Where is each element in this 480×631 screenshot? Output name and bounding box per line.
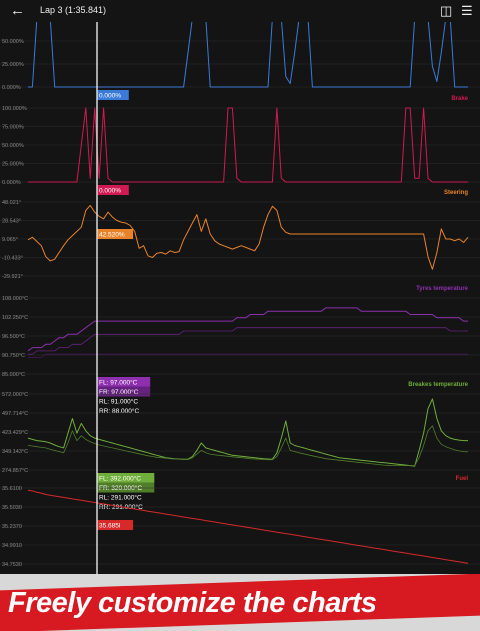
cursor-value-tag [97, 386, 151, 397]
tick-label: 35.2370 [2, 524, 22, 530]
chart-title: Fuel [456, 476, 469, 482]
chart-title: Brake [451, 96, 468, 102]
tick-label: 48.021° [2, 200, 21, 206]
series-line-4-0 [27, 398, 468, 467]
tick-label: 25.000% [2, 62, 24, 68]
series-line-2-0 [27, 204, 469, 270]
tick-label: 572.000°C [2, 392, 28, 398]
cursor-value: FR: 97.000°C [99, 388, 139, 396]
cursor-value: 0.000% [99, 93, 121, 100]
tick-label: 50.000% [2, 39, 24, 45]
car-compare-icon[interactable]: ◫ [440, 3, 453, 18]
cursor-value: FL: 392.000°C [99, 475, 141, 483]
tune-icon[interactable]: ☰ [461, 3, 473, 18]
cursor-value: 0.000% [99, 188, 121, 195]
tick-label: 25.000% [2, 162, 24, 168]
tick-label: 423.429°C [2, 430, 28, 436]
tick-label: -10.433° [2, 256, 23, 262]
cursor-value-tag [97, 482, 155, 493]
app-bar: ← Lap 3 (1:35.841) ◫ ☰ [0, 0, 480, 22]
cursor-value: 42.520% [99, 232, 125, 239]
tick-label: 50.000% [2, 143, 24, 149]
chart-title: Steering [444, 190, 468, 196]
tick-label: -29.921° [2, 274, 23, 280]
arrow-left-icon[interactable]: ← [10, 2, 25, 19]
tick-label: 35.5030 [2, 505, 22, 511]
series-line-0-0 [28, 22, 468, 88]
cursor-value-tag [97, 185, 129, 195]
tick-label: 9.065° [2, 237, 18, 243]
cursor-value-tag [97, 473, 155, 483]
tick-label: 108.000°C [2, 296, 28, 302]
banner-text: Freely customize the charts [8, 587, 377, 619]
tick-label: 35.6100 [2, 486, 22, 492]
cursor-value-tag [97, 90, 129, 100]
cursor-value: 35.685l [99, 523, 121, 530]
promo-banner: Freely customize the charts [0, 574, 480, 631]
cursor-value-tag [97, 520, 134, 530]
chart-title: Breakes temperature [408, 382, 468, 388]
series-line-5-0 [27, 489, 469, 564]
tick-label: 102.250°C [2, 315, 28, 321]
tick-label: 0.000% [2, 180, 21, 186]
cursor-value-tag [97, 377, 151, 387]
tick-label: 0.000% [2, 85, 21, 91]
tick-label: 96.500°C [2, 334, 25, 340]
tick-label: 90.750°C [2, 353, 25, 359]
tick-label: 34.7530 [2, 562, 22, 568]
lap-title: Lap 3 (1:35.841) [40, 5, 107, 15]
series-line-3-0 [27, 307, 468, 352]
cursor-value-tag [97, 229, 134, 239]
tick-label: 349.143°C [2, 449, 28, 455]
tick-label: 497.714°C [2, 411, 28, 417]
cursor-value: RR: 88.000°C [99, 407, 139, 415]
chart-title: Tyres temperature [416, 286, 469, 292]
tick-label: 85.000°C [2, 372, 25, 378]
tick-label: 274.857°C [2, 468, 28, 474]
cursor-value: FL: 97.000°C [99, 379, 138, 387]
telemetry-charts[interactable]: 75.000% 50.000% 25.000% 0.000% 0.000% 100.000… [0, 22, 480, 574]
tick-label: 28.543° [2, 219, 21, 225]
series-line-1-0 [28, 107, 468, 183]
tick-label: 34.9910 [2, 543, 22, 549]
series-line-3-1 [28, 327, 468, 355]
series-line-4-1 [27, 425, 469, 467]
series-line-3-2 [28, 353, 468, 358]
tick-label: 100.000% [2, 106, 27, 112]
tick-label: 75.000% [2, 125, 24, 131]
cursor-value: RL: 91.000°C [99, 398, 138, 406]
cursor-value: RL: 291.000°C [99, 494, 142, 502]
